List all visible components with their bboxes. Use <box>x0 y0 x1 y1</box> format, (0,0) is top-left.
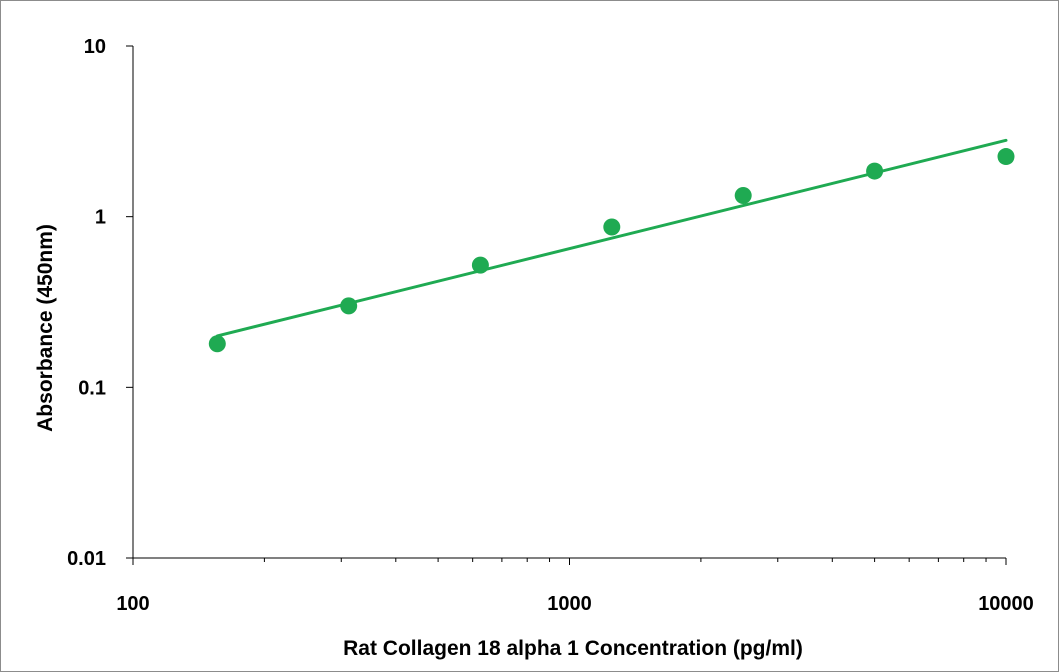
data-point <box>603 218 621 236</box>
data-point <box>340 297 358 315</box>
data-point <box>866 162 884 180</box>
trendline-group <box>215 138 1008 338</box>
axes <box>132 46 1006 559</box>
y-tick-label: 1 <box>95 207 106 229</box>
y-tick-label: 0.1 <box>78 377 106 399</box>
data-point <box>734 187 752 205</box>
axis-ticks <box>126 45 1007 565</box>
x-tick-label: 1000 <box>547 593 592 615</box>
data-point <box>997 148 1015 166</box>
tick-labels: 10 1 0.1 0.01 100 1000 10000 <box>67 36 1034 615</box>
data-point <box>471 256 489 274</box>
x-tick-label: 100 <box>116 593 149 615</box>
y-tick-label: 10 <box>84 36 106 58</box>
data-points <box>208 148 1015 353</box>
y-tick-label: 0.01 <box>67 548 106 570</box>
x-axis-title: Rat Collagen 18 alpha 1 Concentration (p… <box>343 637 803 660</box>
y-axis-title: Absorbance (450nm) <box>34 224 57 432</box>
x-tick-label: 10000 <box>978 593 1034 615</box>
trendline <box>215 138 1008 338</box>
data-point <box>208 335 226 353</box>
